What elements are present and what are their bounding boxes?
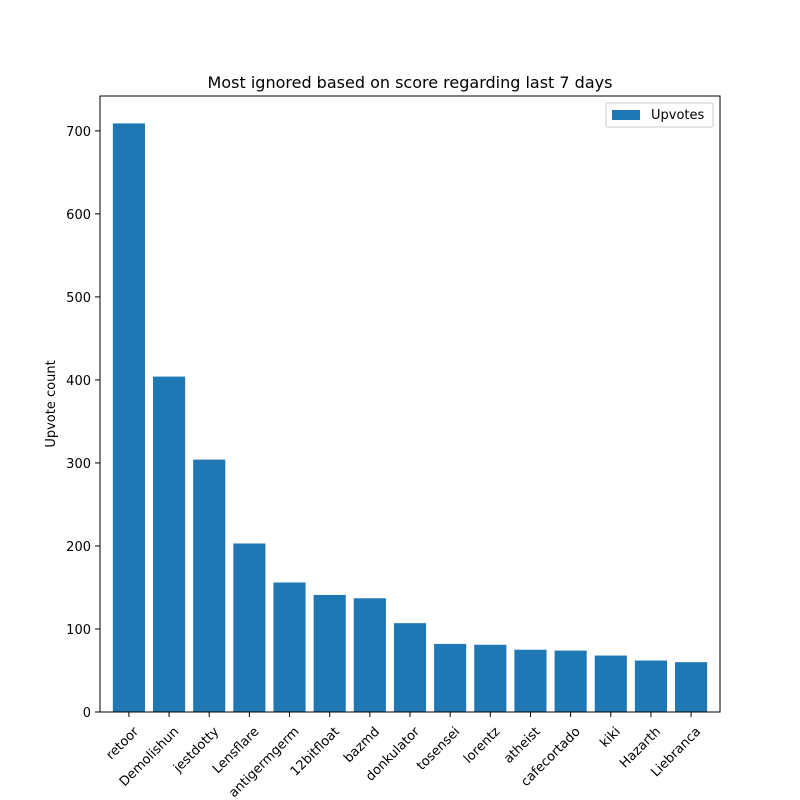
y-axis-label: Upvote count — [44, 360, 59, 447]
bar-jestdotty — [193, 459, 226, 712]
bar-kiki — [594, 655, 627, 712]
bar-donkulator — [393, 623, 427, 712]
legend: Upvotes — [605, 102, 714, 128]
bars-group — [112, 123, 708, 712]
legend-swatch — [612, 110, 640, 120]
legend-label: Upvotes — [651, 108, 705, 123]
y-tick-label: 0 — [83, 706, 91, 721]
legend-frame — [605, 102, 714, 128]
x-axis: retoorDemolishunjestdottyLensflareantige… — [103, 712, 704, 800]
y-tick-label: 300 — [66, 457, 91, 472]
bar-atheist — [514, 649, 547, 712]
plot-frame — [99, 95, 721, 713]
bar-12bitfloat — [313, 594, 346, 712]
bar-lorentz — [474, 644, 507, 712]
y-tick-label: 200 — [66, 540, 91, 555]
x-tick-label-antigermgerm: antigermgerm — [226, 724, 302, 800]
bar-bazmd — [353, 598, 386, 712]
bar-Liebranca — [675, 662, 708, 712]
bar-Hazarth — [634, 660, 667, 712]
y-tick-label: 700 — [66, 125, 91, 140]
bar-Demolishun — [153, 376, 186, 712]
bar-antigermgerm — [273, 582, 306, 712]
y-tick-label: 100 — [66, 623, 91, 638]
y-tick-label: 500 — [66, 291, 91, 306]
y-tick-label: 400 — [66, 374, 91, 389]
bar-Lensflare — [233, 543, 266, 712]
bar-cafecortado — [554, 650, 587, 712]
x-tick-label-lorentz: lorentz — [461, 724, 503, 766]
chart-title: Most ignored based on score regarding la… — [208, 73, 613, 92]
y-tick-label: 600 — [66, 208, 91, 223]
bar-tosensei — [434, 643, 467, 712]
x-tick-label-tosensei: tosensei — [414, 724, 463, 773]
x-tick-label-kiki: kiki — [597, 724, 623, 750]
x-tick-label-retoor: retoor — [103, 724, 142, 763]
bar-retoor — [112, 123, 145, 712]
y-axis: 0 100 200 300 400 500 600 700 — [66, 125, 100, 721]
